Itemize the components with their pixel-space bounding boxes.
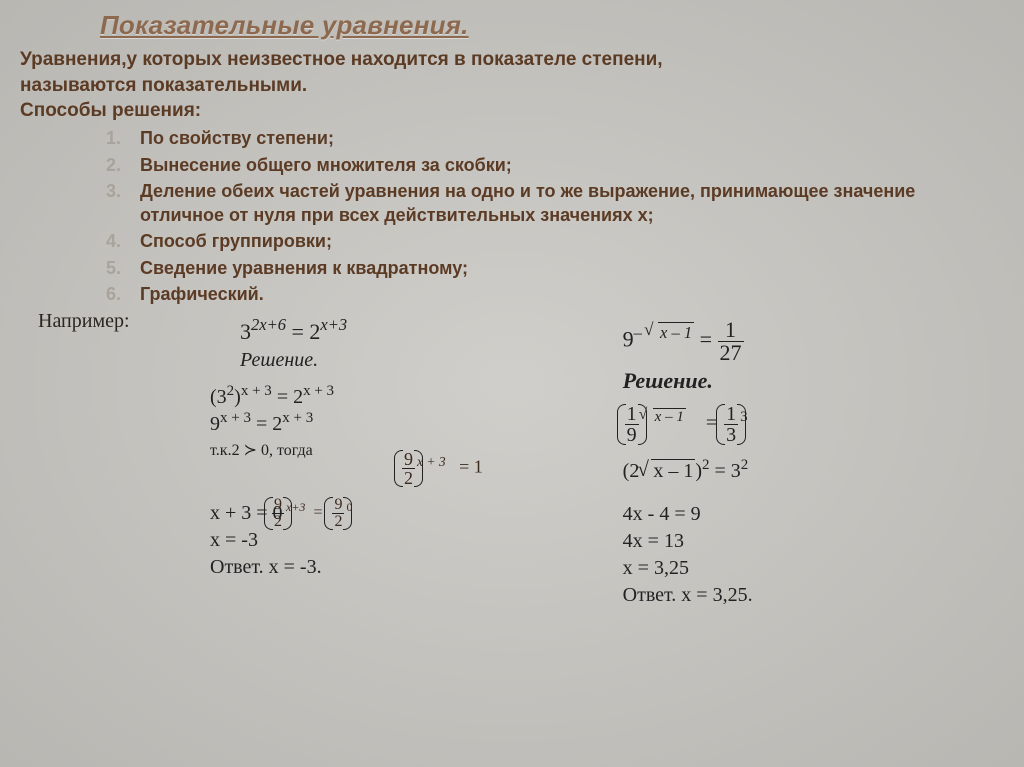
equals: =	[286, 319, 309, 344]
slide: Показательные уравнения. Уравнения,у кот…	[0, 0, 1024, 611]
intro-text: Уравнения,у которых неизвестное находитс…	[20, 47, 1004, 98]
exponent: x + 3	[417, 454, 446, 469]
left-step-2: 9x + 3 = 2x + 3	[210, 413, 533, 436]
example-right: 9– x – 1 = 127 Решение. 19x – 1 = 133 (2…	[533, 315, 1004, 611]
exponent: 2	[227, 383, 235, 399]
methods-item: По свойству степени;	[140, 126, 1004, 150]
exponent: x + 3	[220, 410, 251, 426]
left-step-3: т.к.2 ≻ 0, тогда	[210, 440, 533, 460]
equals-one: = 1	[455, 457, 483, 477]
radicand: x – 1	[651, 459, 695, 483]
denominator: 2	[272, 513, 284, 530]
exponent: x+3	[320, 315, 347, 334]
left-step-4: x + 3 = 0	[210, 502, 533, 525]
methods-item: Сведение уравнения к квадратному;	[140, 256, 1004, 280]
examples-columns: 32x+6 = 2x+3 Решение. (32)x + 3 = 2x + 3…	[20, 315, 1004, 611]
exponent: 2x+6	[251, 315, 286, 334]
methods-item: Деление обеих частей уравнения на одно и…	[140, 179, 1004, 228]
base: 9	[623, 327, 634, 352]
right-step-3: 4x - 4 = 9	[623, 503, 1004, 526]
exponent: 3	[740, 409, 748, 425]
solve-label-right: Решение.	[623, 368, 1004, 394]
text: = 2	[272, 386, 303, 408]
denominator: 3	[724, 424, 738, 445]
left-side-expression-2: 92x+3 = 920	[270, 497, 352, 530]
left-step-5: x = -3	[210, 529, 533, 552]
methods-item: Вынесение общего множителя за скобки;	[140, 153, 1004, 177]
numerator: 1	[625, 404, 639, 424]
denominator: 27	[718, 341, 744, 364]
left-side-expression: 92x + 3 = 1	[400, 450, 483, 487]
base: 3	[240, 319, 251, 344]
methods-item: Способ группировки;	[140, 229, 1004, 253]
exponent: x+3	[286, 500, 305, 514]
base: 2	[309, 319, 320, 344]
numerator: 1	[718, 319, 744, 341]
slide-title: Показательные уравнения.	[100, 10, 1004, 41]
left-step-1: (32)x + 3 = 2x + 3	[210, 386, 533, 409]
text: = 2	[251, 413, 282, 435]
left-answer: Ответ. x = -3.	[210, 556, 533, 579]
methods-label: Способы решения:	[20, 100, 1004, 122]
exponent: 0	[346, 500, 352, 514]
exponent: 2	[741, 457, 749, 473]
intro-line-2: называются показательными.	[20, 75, 307, 96]
radicand: x – 1	[658, 322, 694, 343]
text: (3	[210, 386, 227, 408]
denominator: 9	[625, 424, 639, 445]
exponent: x + 3	[303, 383, 334, 399]
intro-line-1: Уравнения,у которых неизвестное находитс…	[20, 49, 663, 70]
left-eq1: 32x+6 = 2x+3	[240, 319, 533, 345]
methods-item: Графический.	[140, 282, 1004, 306]
right-answer: Ответ. x = 3,25.	[623, 584, 1004, 607]
denominator: 2	[332, 513, 344, 530]
text: 9	[210, 413, 220, 435]
radicand: x – 1	[653, 408, 686, 426]
right-step-5: x = 3,25	[623, 557, 1004, 580]
exponent: 2	[702, 457, 710, 473]
right-step-1: 19x – 1 = 133	[623, 404, 1004, 445]
exponent: x + 3	[241, 383, 272, 399]
numerator: 1	[724, 404, 738, 424]
methods-list: По свойству степени; Вынесение общего мн…	[20, 126, 1004, 306]
numerator: 9	[272, 497, 284, 513]
right-step-4: 4x = 13	[623, 530, 1004, 553]
numerator: 9	[332, 497, 344, 513]
right-step-2: (2x – 1)2 = 32	[623, 459, 1004, 483]
text: = 3	[710, 460, 741, 482]
text: )	[234, 386, 241, 408]
solve-label-left: Решение.	[240, 349, 533, 372]
denominator: 2	[402, 468, 415, 487]
numerator: 9	[402, 450, 415, 468]
right-eq1: 9– x – 1 = 127	[623, 319, 1004, 364]
exponent: x + 3	[282, 410, 313, 426]
example-left: 32x+6 = 2x+3 Решение. (32)x + 3 = 2x + 3…	[20, 315, 533, 611]
equals: =	[694, 327, 717, 352]
